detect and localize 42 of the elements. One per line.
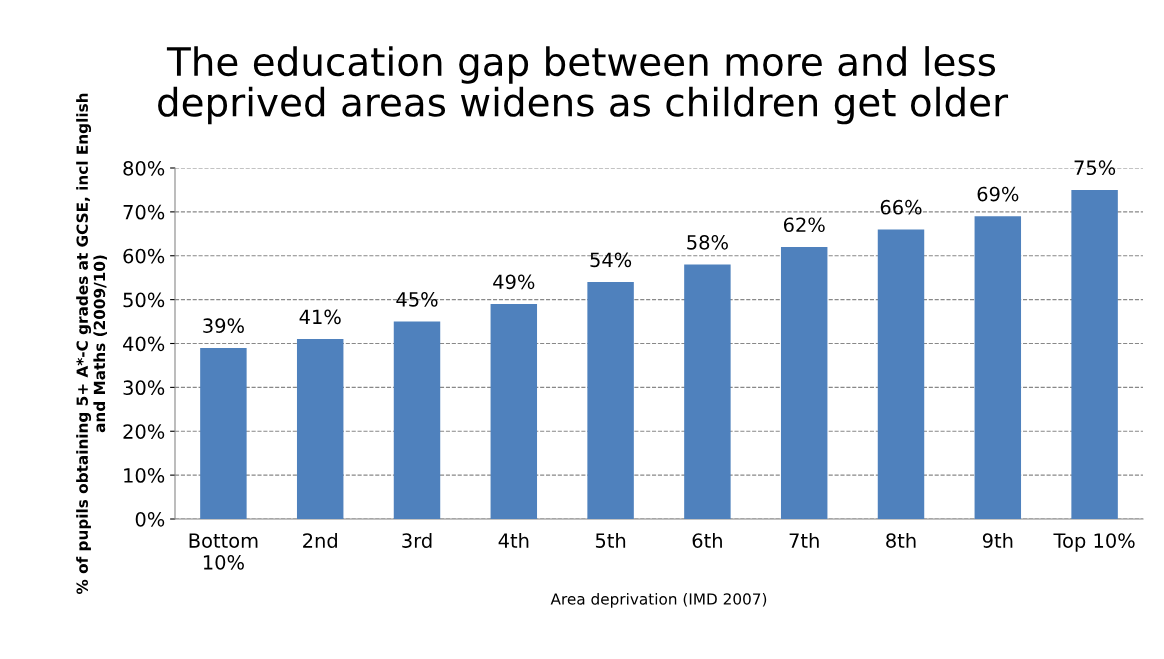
data-label: 49%	[493, 274, 535, 290]
y-tick-label: 20%	[123, 424, 165, 439]
x-tick-label: 9th	[982, 532, 1013, 548]
data-label: 39%	[203, 318, 244, 334]
x-tick-label: 2nd	[303, 532, 337, 548]
data-label: 54%	[590, 252, 632, 268]
y-tick-label: 50%	[123, 292, 165, 308]
x-tick-label: 5th	[595, 532, 626, 548]
bar	[296, 339, 344, 519]
data-label: 62%	[783, 217, 825, 233]
x-tick-label: 3rd	[402, 532, 432, 548]
x-axis-title: Area deprivation (IMD 2007)	[550, 592, 767, 608]
x-tick-label: 6th	[692, 532, 722, 548]
bar	[1071, 189, 1118, 519]
x-tick-label: Bottom 10%	[189, 533, 258, 570]
y-axis-title: % of pupils obtaining 5+ A*-C grades at GCSE, incl English and Maths (2009/10)	[76, 93, 108, 595]
x-tick-label: 8th	[886, 532, 916, 548]
bar	[587, 282, 634, 519]
x-tick-label: 4th	[498, 532, 529, 548]
data-label: 69%	[977, 186, 1019, 202]
data-label: 58%	[687, 234, 728, 250]
bar	[490, 304, 538, 519]
y-tick-label: 80%	[123, 160, 165, 176]
chart-title: The education gap between more and less deprived areas widens as children get older	[158, 46, 1009, 125]
y-tick-label: 10%	[124, 468, 165, 483]
bar	[200, 347, 247, 519]
data-label: 66%	[880, 199, 922, 215]
data-label: 75%	[1074, 160, 1116, 176]
y-tick-label: 70%	[123, 204, 165, 220]
bar	[974, 216, 1022, 519]
x-tick-label: 7th	[789, 532, 819, 548]
bar	[780, 246, 828, 519]
bar	[393, 321, 441, 519]
data-label: 45%	[396, 291, 438, 307]
data-label: 41%	[299, 309, 341, 325]
bar	[684, 264, 731, 519]
y-tick-label: 0%	[135, 511, 165, 527]
x-tick-label: Top 10%	[1053, 533, 1135, 552]
y-tick-label: 40%	[123, 336, 165, 352]
y-tick-label: 30%	[123, 380, 165, 396]
bar	[877, 229, 925, 519]
y-tick-label: 60%	[123, 248, 165, 264]
